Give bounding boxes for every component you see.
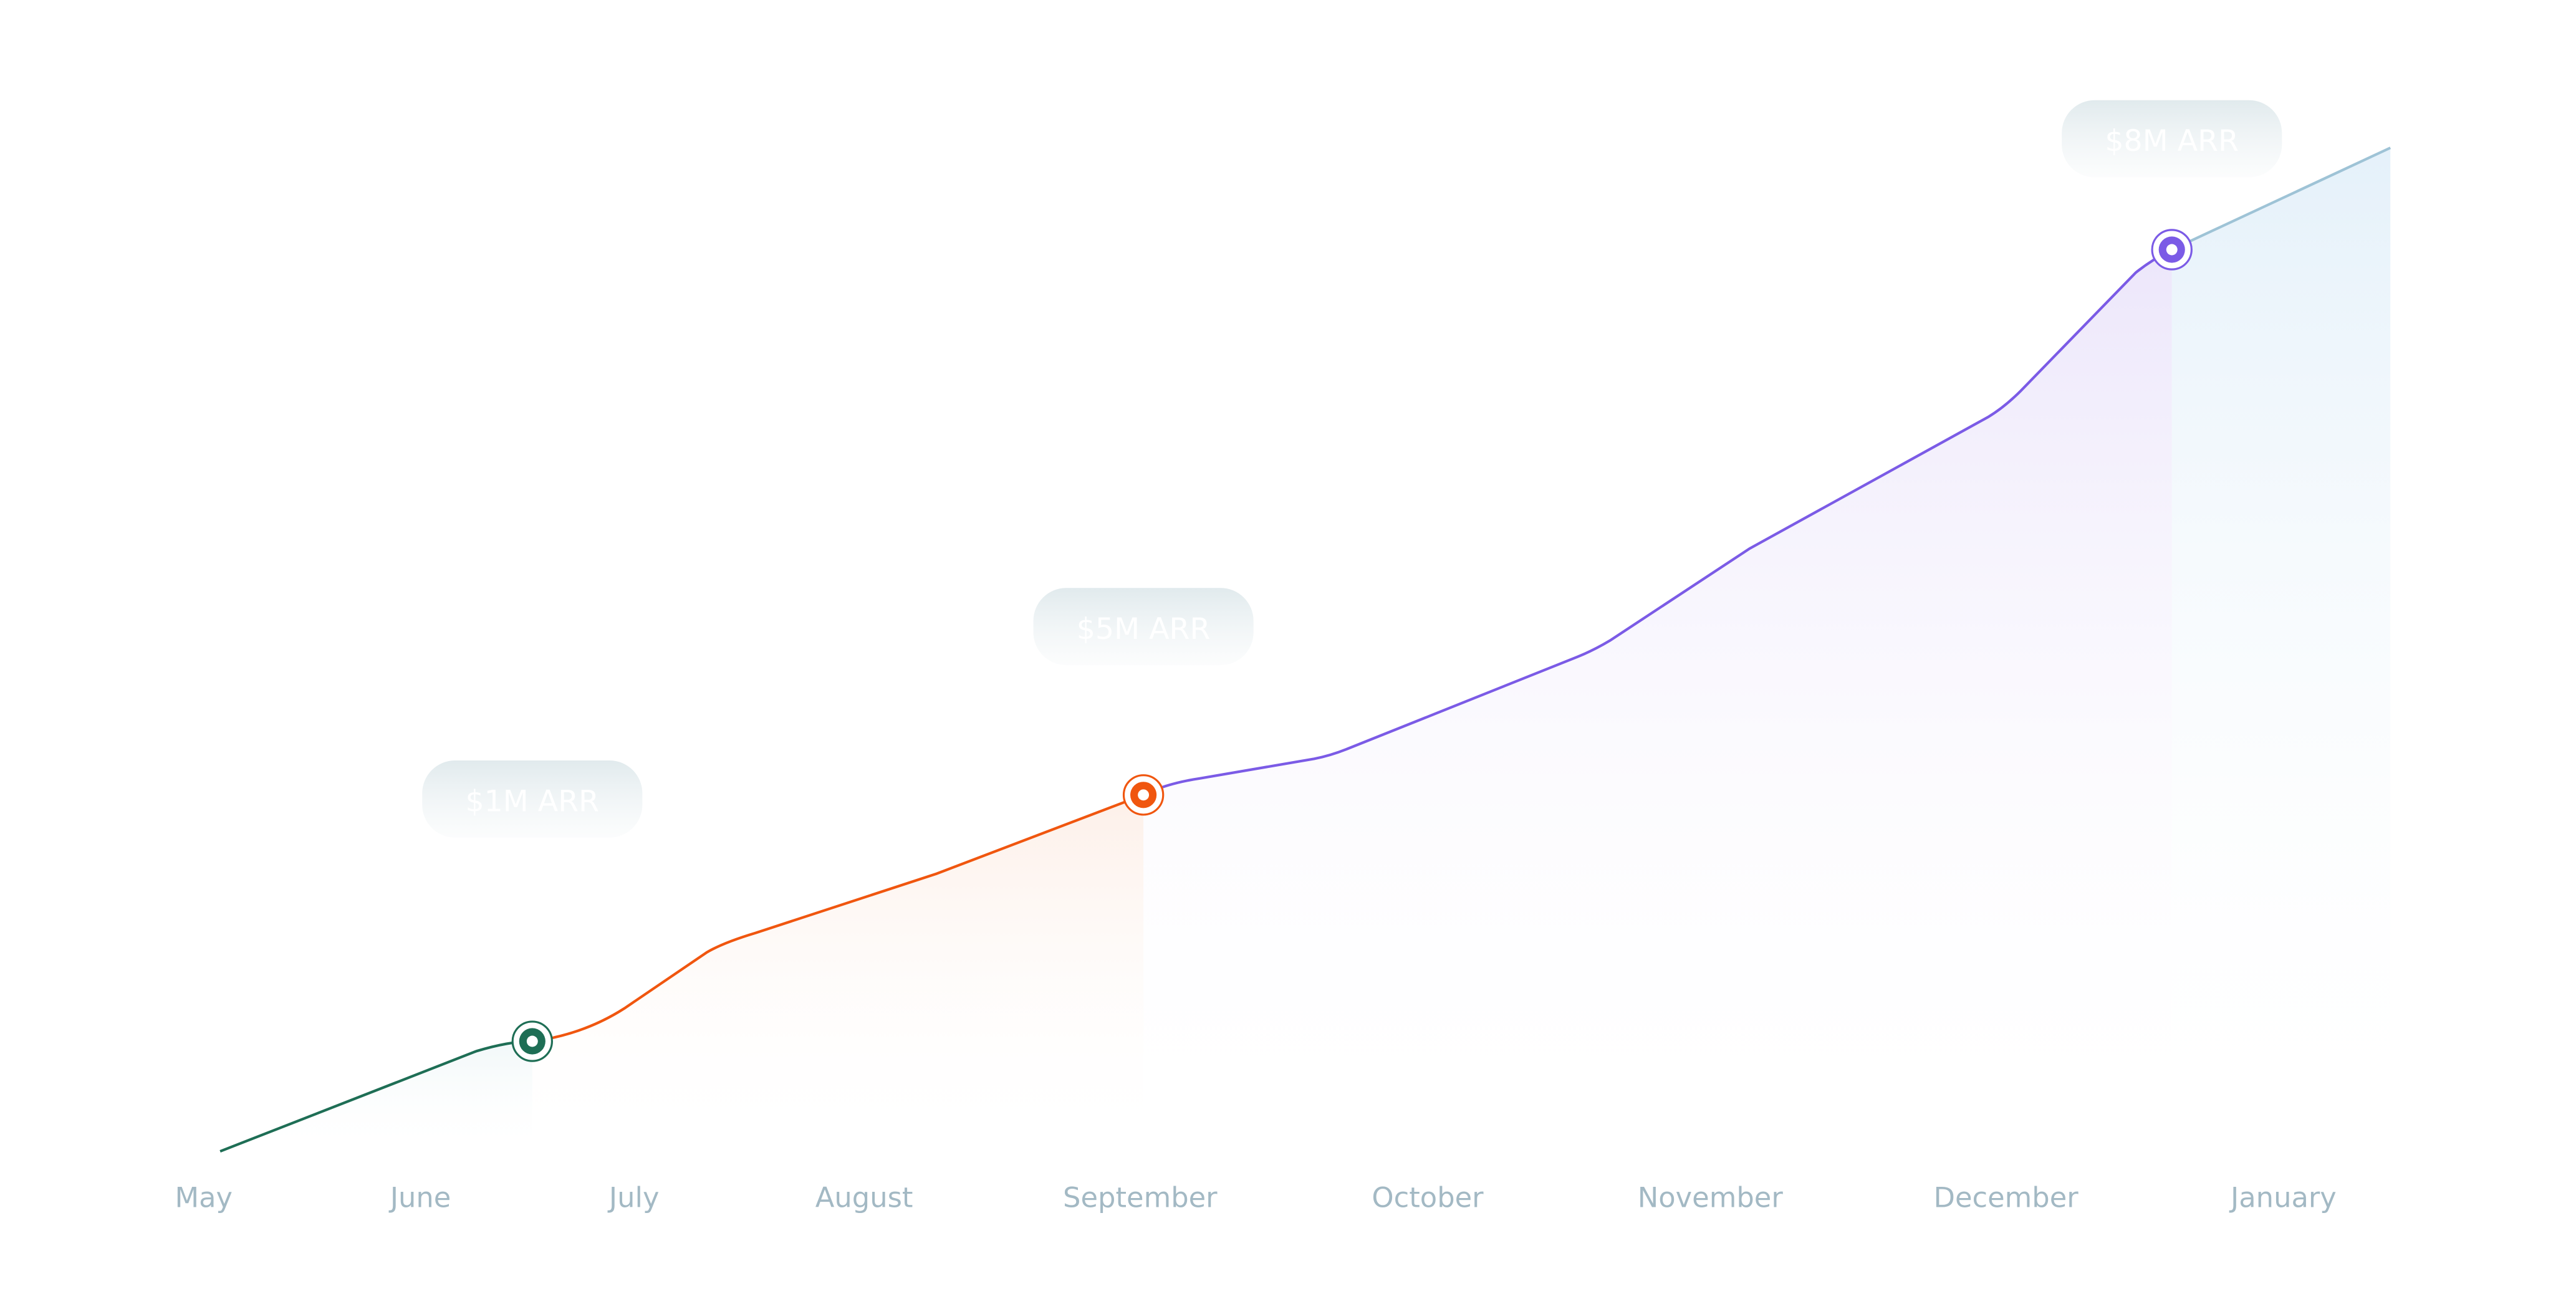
x-tick-label: September [1063,1181,1218,1214]
x-tick-label: June [388,1181,451,1214]
milestone-pill [1033,588,1254,666]
line-orange [532,794,1144,1043]
x-tick-label: July [607,1181,660,1214]
area-purple [1143,249,2172,1150]
milestone-label: $8M ARR [2105,124,2239,158]
milestone-label: $5M ARR [1077,612,1211,646]
milestone-label: $1M ARR [465,784,599,818]
x-tick-label: November [1638,1181,1784,1214]
area-orange [532,795,1144,1150]
marker-center [526,1035,538,1047]
marker-center [1138,789,1150,801]
line-purple [1143,248,2173,797]
x-tick-label: October [1372,1181,1484,1214]
x-tick-label: January [2229,1181,2337,1214]
area-blue [2171,148,2391,1150]
x-tick-label: August [815,1181,913,1214]
x-tick-label: December [1933,1181,2079,1214]
areas [220,148,2391,1152]
milestone-pill [422,760,643,838]
x-tick-label: May [175,1181,233,1214]
marker-center [2166,244,2178,256]
milestone-pill [2062,100,2282,178]
area-green [220,1041,532,1152]
line-blue [2171,146,2391,251]
labels: May June July August September October Novembe… [175,100,2337,1214]
